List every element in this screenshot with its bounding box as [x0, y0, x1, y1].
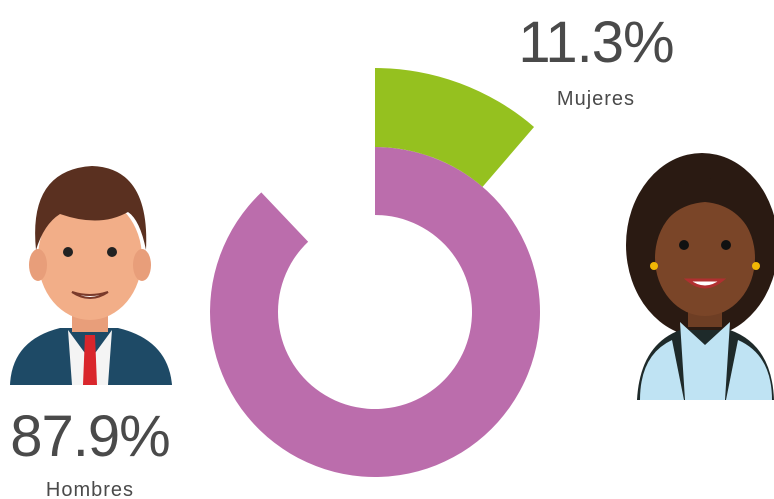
arc	[210, 147, 541, 478]
category-label: Mujeres	[557, 88, 635, 110]
arc	[375, 68, 535, 187]
value-label: 11.3%	[518, 10, 673, 75]
category-label: Hombres	[46, 479, 134, 499]
woman-illustration	[626, 153, 774, 400]
value-label: 87.9%	[10, 404, 169, 469]
man-illustration	[10, 166, 172, 385]
